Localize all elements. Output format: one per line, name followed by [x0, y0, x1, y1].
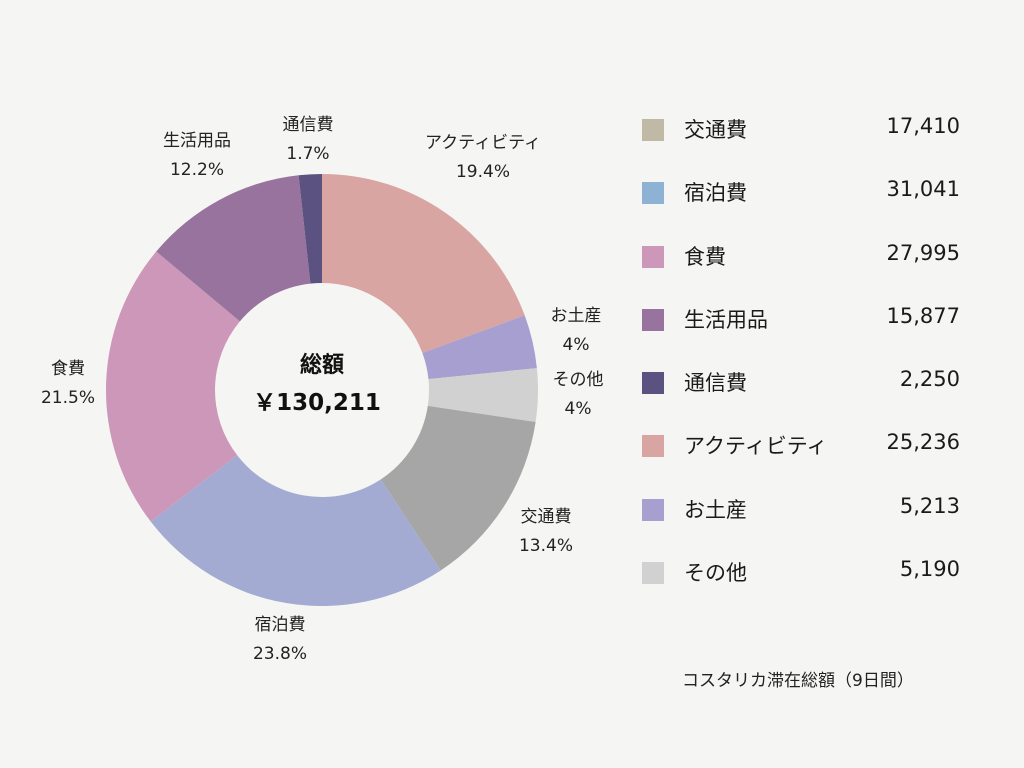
legend-category: 食費 — [684, 244, 726, 269]
slice-percent-label: 13.4% — [519, 536, 573, 556]
slice-percent-label: 12.2% — [170, 160, 224, 180]
slice-percent-label: 4% — [563, 335, 590, 355]
donut-slice-7 — [422, 315, 537, 380]
legend-value: 31,041 — [886, 177, 960, 202]
legend-category: 通信費 — [684, 371, 747, 396]
center-title: 総額 — [300, 352, 344, 378]
legend-category: アクティビティ — [684, 434, 828, 459]
slice-category-label: 食費 — [51, 359, 85, 379]
legend-row: 生活用品 15,877 — [642, 302, 962, 365]
donut-slice-4 — [156, 175, 311, 322]
legend-category: 宿泊費 — [684, 181, 747, 206]
legend-row: アクティビティ 25,236 — [642, 428, 962, 491]
slice-category-label: 通信費 — [283, 115, 334, 135]
legend-row: 通信費 2,250 — [642, 365, 962, 428]
legend-category: お土産 — [684, 497, 747, 522]
slice-percent-label: 1.7% — [286, 144, 329, 164]
legend-row: その他 5,190 — [642, 555, 962, 618]
slice-category-label: アクティビティ — [425, 133, 541, 153]
slice-percent-label: 23.8% — [253, 644, 307, 664]
slice-percent-label: 4% — [565, 399, 592, 419]
slice-category-label: お土産 — [551, 306, 602, 326]
legend-swatch — [642, 119, 664, 141]
legend-row: お土産 5,213 — [642, 492, 962, 555]
legend-value: 2,250 — [899, 367, 960, 392]
donut-slice-2 — [150, 455, 441, 606]
donut-slice-5 — [298, 174, 322, 284]
legend-row: 食費 27,995 — [642, 239, 962, 302]
legend-swatch — [642, 562, 664, 585]
center-total: ￥130,211 — [253, 390, 381, 416]
legend-value: 15,877 — [886, 303, 960, 328]
donut-slice-6 — [322, 174, 525, 354]
legend-row: 宿泊費 31,041 — [642, 175, 962, 238]
slice-category-label: 宿泊費 — [255, 615, 306, 635]
legend-swatch — [642, 308, 664, 331]
chart-footnote: コスタリカ滞在総額（9日間） — [682, 671, 914, 691]
slice-category-label: 交通費 — [521, 507, 572, 527]
donut-slice-8 — [427, 368, 538, 423]
legend-row: 交通費 17,410 — [642, 112, 962, 175]
legend-swatch — [642, 435, 664, 458]
legend-value: 17,410 — [886, 114, 960, 138]
legend-category: 生活用品 — [684, 307, 768, 332]
slice-category-label: その他 — [553, 370, 604, 390]
legend-category: 交通費 — [684, 118, 747, 142]
legend-value: 5,190 — [899, 557, 960, 582]
legend-value: 27,995 — [886, 240, 960, 265]
slice-category-label: 生活用品 — [163, 131, 231, 151]
legend-swatch — [642, 498, 664, 521]
legend-swatch — [642, 182, 664, 205]
legend-value: 5,213 — [899, 493, 960, 518]
donut-slice-3 — [105, 251, 240, 522]
legend-category: その他 — [684, 561, 747, 586]
slice-percent-label: 19.4% — [456, 162, 510, 182]
slice-percent-label: 21.5% — [41, 388, 95, 408]
donut-slice-1 — [380, 405, 536, 571]
legend-swatch — [642, 372, 664, 395]
legend: 交通費 17,410 宿泊費 31,041 食費 27,995 生活用品 15,877 通信費 2… — [642, 112, 962, 618]
legend-value: 25,236 — [886, 430, 960, 455]
legend-swatch — [642, 245, 664, 268]
